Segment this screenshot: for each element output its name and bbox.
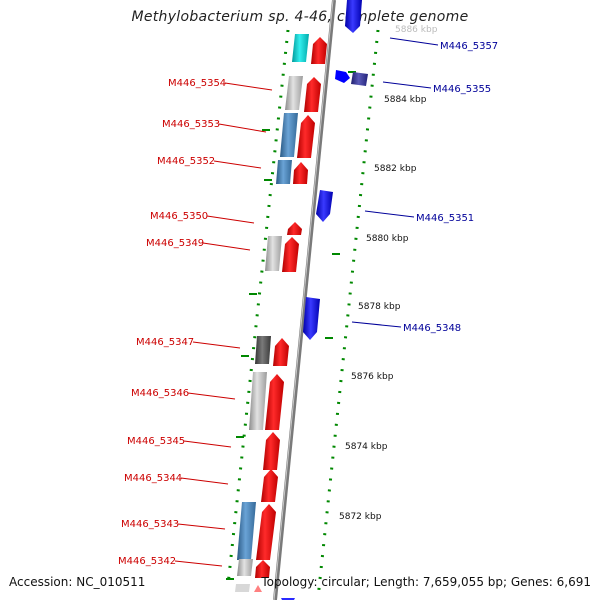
label-leader-line — [202, 242, 251, 251]
reverse-gene-arrow — [345, 0, 362, 33]
label-leader-line — [382, 81, 432, 89]
forward-gene-arrow — [265, 374, 284, 430]
feature-block-gray — [235, 584, 250, 592]
gc-skew-track — [226, 29, 380, 599]
accession-text: Accession: NC_010511 — [9, 575, 146, 589]
forward-side-other-features — [235, 34, 309, 592]
forward-gene-arrow — [304, 77, 321, 112]
label-leader-line — [177, 523, 226, 530]
gene-label: M446_5346 — [131, 388, 189, 399]
gene-label: M446_5353 — [162, 119, 220, 130]
forward-gene-arrow — [297, 115, 315, 158]
gene-label: M446_5351 — [416, 213, 474, 224]
label-leader-line — [224, 82, 273, 91]
feature-block-darkgray — [255, 336, 271, 364]
gene-label: M446_5344 — [124, 473, 182, 484]
genome-summary-text: Topology: circular; Length: 7,659,055 bp… — [261, 575, 591, 589]
kbp-scale: 5886 kbp 5884 kbp 5882 kbp 5880 kbp 5878… — [339, 25, 438, 522]
forward-gene-arrow — [282, 237, 299, 272]
forward-gene-labels: M446_5354 M446_5353 M446_5352 M446_5350 … — [118, 78, 273, 567]
feature-block-steelblue — [280, 113, 298, 157]
feature-block-gray — [285, 76, 303, 110]
map-title: Methylobacterium sp. 4-46, complete geno… — [131, 9, 469, 25]
kbp-tick-label: 5876 kbp — [351, 372, 394, 382]
forward-gene-arrow — [311, 37, 327, 64]
kbp-tick-label: 5882 kbp — [374, 164, 417, 174]
gene-label: M446_5345 — [127, 436, 185, 447]
gc-skew-left-dots — [226, 29, 290, 586]
feature-block-steelblue — [276, 160, 292, 184]
reverse-gene-labels: M446_5357 M446_5355 M446_5351 M446_5348 — [351, 37, 498, 334]
kbp-tick-label: 5878 kbp — [358, 302, 401, 312]
label-leader-line — [213, 160, 262, 169]
reverse-gene-arrow — [316, 190, 333, 222]
forward-gene-arrow — [254, 585, 262, 592]
gene-label: M446_5355 — [433, 84, 491, 95]
gene-label: M446_5352 — [157, 156, 215, 167]
feature-block-gray — [249, 372, 267, 430]
reverse-feature-block — [351, 72, 368, 86]
gene-label: M446_5343 — [121, 519, 179, 530]
label-leader-line — [351, 321, 402, 328]
forward-gene-arrow — [273, 338, 289, 366]
gene-label: M446_5350 — [150, 211, 208, 222]
gene-label: M446_5349 — [146, 238, 204, 249]
label-leader-line — [192, 341, 241, 349]
reverse-gene-arrow — [303, 297, 320, 340]
gene-label: M446_5348 — [403, 323, 461, 334]
gene-label: M446_5347 — [136, 337, 194, 348]
kbp-tick-label: 5884 kbp — [384, 95, 427, 105]
label-leader-line — [180, 477, 229, 485]
reverse-gene-arrow — [335, 70, 350, 83]
reverse-strand-features — [281, 0, 368, 600]
gene-label: M446_5354 — [168, 78, 226, 89]
label-leader-line — [183, 440, 232, 448]
kbp-tick-label: 5872 kbp — [339, 512, 382, 522]
rna-gene-block — [292, 34, 309, 62]
label-leader-line — [389, 37, 439, 46]
kbp-tick-label: 5886 kbp — [395, 25, 438, 35]
label-leader-line — [206, 215, 255, 224]
gene-label: M446_5342 — [118, 556, 176, 567]
forward-gene-arrow — [256, 504, 276, 560]
backbone-highlight — [273, 0, 334, 600]
label-leader-line — [187, 392, 236, 400]
feature-block-steelblue — [237, 502, 256, 560]
forward-gene-arrow — [263, 432, 280, 470]
forward-gene-arrow — [287, 222, 302, 235]
feature-block-gray — [237, 559, 253, 576]
kbp-tick-label: 5874 kbp — [345, 442, 388, 452]
backbone — [273, 0, 336, 600]
kbp-tick-label: 5880 kbp — [366, 234, 409, 244]
gene-label: M446_5357 — [440, 41, 498, 52]
label-leader-line — [218, 123, 267, 133]
forward-gene-arrow — [261, 469, 278, 502]
forward-gene-arrow — [255, 560, 270, 578]
label-leader-line — [174, 560, 223, 567]
forward-gene-arrow — [293, 162, 308, 184]
backbone-line — [273, 0, 336, 600]
forward-strand-features — [254, 37, 327, 592]
feature-block-gray — [265, 236, 282, 271]
label-leader-line — [364, 210, 415, 218]
